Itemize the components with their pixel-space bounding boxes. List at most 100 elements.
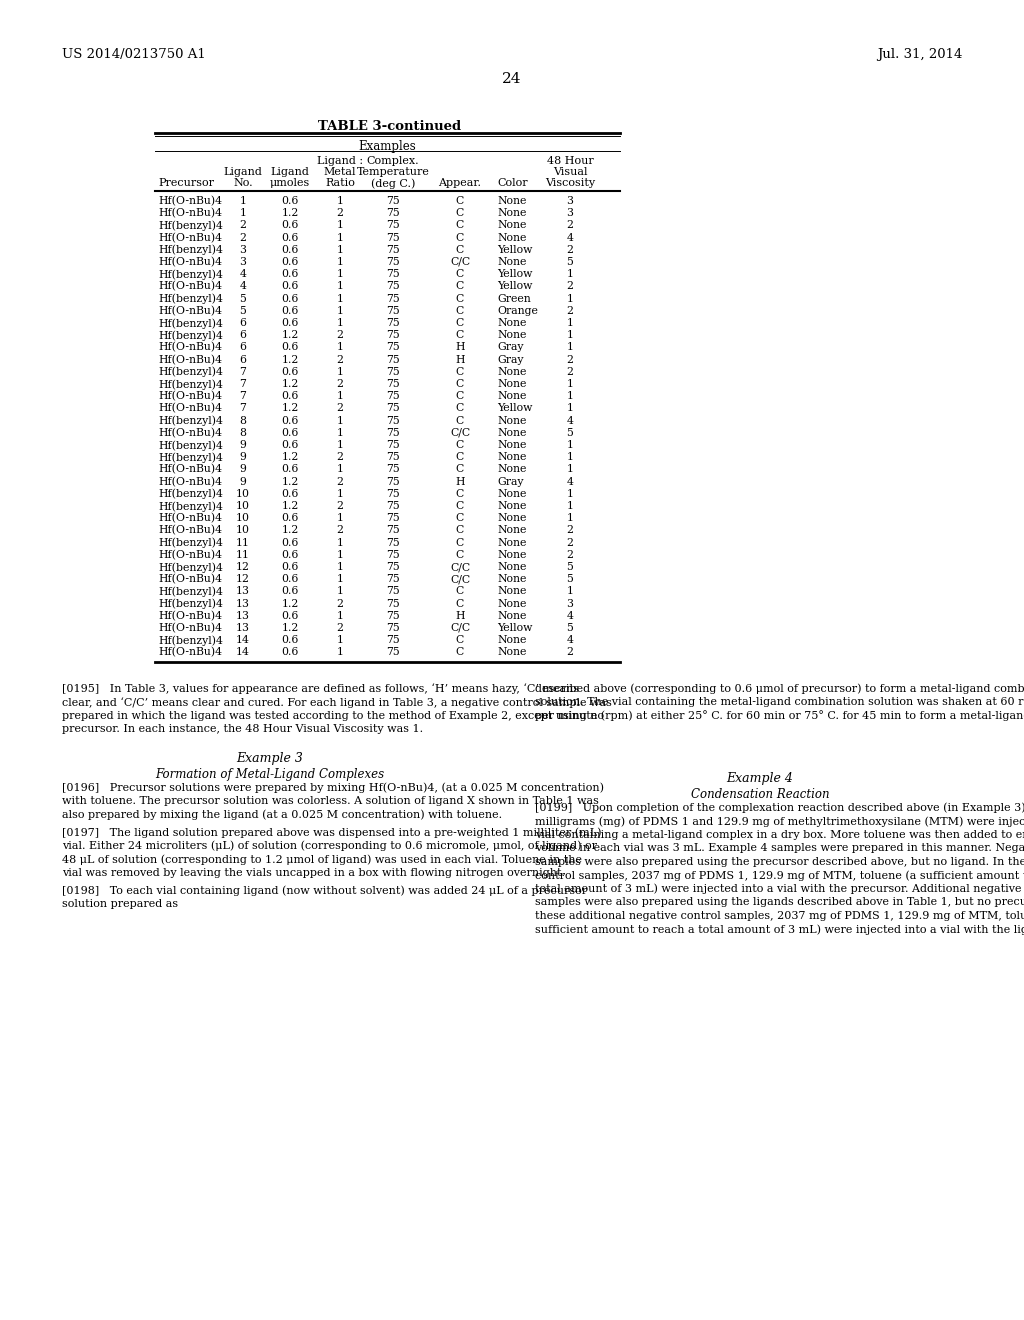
Text: 1: 1 [566, 379, 573, 389]
Text: 7: 7 [240, 367, 247, 376]
Text: vial was removed by leaving the vials uncapped in a box with flowing nitrogen ov: vial was removed by leaving the vials un… [62, 867, 565, 878]
Text: 1.2: 1.2 [282, 330, 299, 341]
Text: None: None [497, 502, 526, 511]
Text: control samples, 2037 mg of PDMS 1, 129.9 mg of MTM, toluene (a sufficient amoun: control samples, 2037 mg of PDMS 1, 129.… [535, 870, 1024, 880]
Text: 1: 1 [566, 440, 573, 450]
Text: C: C [456, 453, 464, 462]
Text: 2: 2 [337, 453, 343, 462]
Text: also prepared by mixing the ligand (at a 0.025 M concentration) with toluene.: also prepared by mixing the ligand (at a… [62, 809, 502, 820]
Text: 75: 75 [386, 537, 400, 548]
Text: 3: 3 [566, 209, 573, 218]
Text: Hf(O-nBu)4: Hf(O-nBu)4 [158, 281, 222, 292]
Text: 1: 1 [337, 562, 343, 572]
Text: 75: 75 [386, 355, 400, 364]
Text: 0.6: 0.6 [282, 488, 299, 499]
Text: Gray: Gray [497, 355, 523, 364]
Text: 0.6: 0.6 [282, 293, 299, 304]
Text: Temperature: Temperature [356, 168, 429, 177]
Text: Hf(O-nBu)4: Hf(O-nBu)4 [158, 525, 222, 536]
Text: 0.6: 0.6 [282, 367, 299, 376]
Text: Hf(O-nBu)4: Hf(O-nBu)4 [158, 611, 222, 622]
Text: Hf(O-nBu)4: Hf(O-nBu)4 [158, 232, 222, 243]
Text: 1: 1 [337, 440, 343, 450]
Text: 1: 1 [337, 465, 343, 474]
Text: 1: 1 [337, 306, 343, 315]
Text: 2: 2 [566, 306, 573, 315]
Text: 1: 1 [337, 586, 343, 597]
Text: 1.2: 1.2 [282, 404, 299, 413]
Text: 13: 13 [236, 598, 250, 609]
Text: 0.6: 0.6 [282, 318, 299, 327]
Text: 2: 2 [566, 281, 573, 292]
Text: 7: 7 [240, 379, 247, 389]
Text: 5: 5 [566, 623, 573, 634]
Text: 75: 75 [386, 257, 400, 267]
Text: C/C: C/C [450, 428, 470, 438]
Text: 75: 75 [386, 330, 400, 341]
Text: 75: 75 [386, 342, 400, 352]
Text: None: None [497, 574, 526, 585]
Text: Ligand: Ligand [270, 168, 309, 177]
Text: None: None [497, 367, 526, 376]
Text: None: None [497, 257, 526, 267]
Text: 2: 2 [566, 355, 573, 364]
Text: 2: 2 [337, 330, 343, 341]
Text: (deg C.): (deg C.) [371, 178, 415, 189]
Text: C: C [456, 465, 464, 474]
Text: 5: 5 [566, 257, 573, 267]
Text: 2: 2 [337, 525, 343, 536]
Text: 1: 1 [337, 416, 343, 425]
Text: 1: 1 [337, 574, 343, 585]
Text: Yellow: Yellow [497, 269, 532, 280]
Text: None: None [497, 635, 526, 645]
Text: 2: 2 [337, 379, 343, 389]
Text: 75: 75 [386, 281, 400, 292]
Text: None: None [497, 611, 526, 620]
Text: 1: 1 [566, 269, 573, 280]
Text: Ligand :: Ligand : [317, 156, 364, 166]
Text: [0199]   Upon completion of the complexation reaction described above (in Exampl: [0199] Upon completion of the complexati… [535, 803, 1024, 813]
Text: Hf(benzyl)4: Hf(benzyl)4 [158, 330, 223, 341]
Text: 75: 75 [386, 574, 400, 585]
Text: 12: 12 [236, 574, 250, 585]
Text: C: C [456, 306, 464, 315]
Text: 10: 10 [236, 488, 250, 499]
Text: C: C [456, 244, 464, 255]
Text: 0.6: 0.6 [282, 513, 299, 523]
Text: C: C [456, 232, 464, 243]
Text: Hf(O-nBu)4: Hf(O-nBu)4 [158, 209, 222, 219]
Text: 0.6: 0.6 [282, 465, 299, 474]
Text: 4: 4 [240, 269, 247, 280]
Text: 1: 1 [337, 367, 343, 376]
Text: Hf(O-nBu)4: Hf(O-nBu)4 [158, 465, 222, 475]
Text: 3: 3 [566, 195, 573, 206]
Text: 1: 1 [566, 318, 573, 327]
Text: 11: 11 [236, 550, 250, 560]
Text: None: None [497, 428, 526, 438]
Text: 75: 75 [386, 306, 400, 315]
Text: 75: 75 [386, 244, 400, 255]
Text: 8: 8 [240, 416, 247, 425]
Text: 75: 75 [386, 488, 400, 499]
Text: Yellow: Yellow [497, 244, 532, 255]
Text: 7: 7 [240, 391, 247, 401]
Text: None: None [497, 537, 526, 548]
Text: 75: 75 [386, 623, 400, 634]
Text: 1: 1 [337, 257, 343, 267]
Text: 1: 1 [566, 586, 573, 597]
Text: 6: 6 [240, 342, 247, 352]
Text: C: C [456, 195, 464, 206]
Text: 5: 5 [566, 428, 573, 438]
Text: 75: 75 [386, 525, 400, 536]
Text: Visual: Visual [553, 168, 587, 177]
Text: vial containing a metal-ligand complex in a dry box. More toluene was then added: vial containing a metal-ligand complex i… [535, 829, 1024, 840]
Text: these additional negative control samples, 2037 mg of PDMS 1, 129.9 mg of MTM, t: these additional negative control sample… [535, 911, 1024, 921]
Text: 1.2: 1.2 [282, 598, 299, 609]
Text: C: C [456, 281, 464, 292]
Text: Hf(benzyl)4: Hf(benzyl)4 [158, 416, 223, 426]
Text: Hf(O-nBu)4: Hf(O-nBu)4 [158, 306, 222, 315]
Text: Examples: Examples [358, 140, 417, 153]
Text: 1.2: 1.2 [282, 209, 299, 218]
Text: 1: 1 [337, 635, 343, 645]
Text: 1: 1 [337, 488, 343, 499]
